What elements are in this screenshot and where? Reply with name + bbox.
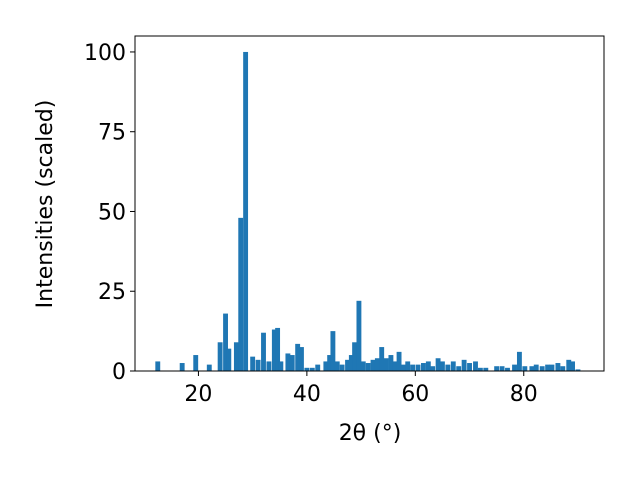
bar xyxy=(266,361,272,371)
bar xyxy=(356,300,362,371)
bar xyxy=(445,364,451,371)
bar xyxy=(522,366,528,371)
bar xyxy=(494,366,500,371)
bar xyxy=(456,366,462,371)
x-tick-label: 60 xyxy=(401,382,429,407)
bar xyxy=(255,359,261,371)
bar xyxy=(483,367,489,371)
bar xyxy=(425,361,431,371)
y-tick-label: 100 xyxy=(84,41,126,66)
y-tick-label: 25 xyxy=(98,280,126,305)
bar xyxy=(233,342,239,371)
bar xyxy=(512,364,517,371)
bar xyxy=(339,364,345,371)
bar xyxy=(410,364,416,371)
bar xyxy=(392,361,398,371)
bar xyxy=(505,367,510,371)
bar xyxy=(345,359,350,371)
bar xyxy=(223,313,228,371)
bar xyxy=(360,361,366,371)
bar xyxy=(545,364,551,371)
bar xyxy=(435,358,441,371)
bar xyxy=(275,327,281,371)
bar xyxy=(400,364,406,371)
bar xyxy=(289,355,295,371)
bar xyxy=(499,366,505,371)
bar xyxy=(570,361,575,371)
bar xyxy=(430,366,436,371)
bar xyxy=(439,361,445,371)
bar xyxy=(179,363,185,371)
y-axis-label: Intensities (scaled) xyxy=(33,100,58,309)
bar xyxy=(330,331,336,371)
bar xyxy=(155,361,161,371)
bar xyxy=(217,342,223,371)
bar xyxy=(243,51,249,371)
bar xyxy=(575,369,581,371)
bar xyxy=(379,347,385,371)
bar xyxy=(396,351,402,371)
bar xyxy=(405,361,411,371)
bar xyxy=(352,342,358,371)
bar xyxy=(533,364,539,371)
bar xyxy=(295,343,301,371)
bar xyxy=(539,366,545,371)
bar xyxy=(334,361,340,371)
bar xyxy=(238,217,244,371)
bar xyxy=(315,364,321,371)
bar xyxy=(477,367,483,371)
bar xyxy=(278,361,284,371)
bar xyxy=(383,358,389,371)
y-tick-label: 75 xyxy=(98,121,126,146)
bar xyxy=(555,363,561,371)
bar xyxy=(285,353,291,371)
bar xyxy=(309,367,315,371)
bar xyxy=(206,364,212,371)
x-tick-label: 80 xyxy=(510,382,538,407)
bar xyxy=(516,351,522,371)
bar xyxy=(529,366,535,371)
bar xyxy=(370,359,376,371)
bar xyxy=(271,329,277,371)
bar xyxy=(549,364,555,371)
bar xyxy=(415,364,421,371)
bar xyxy=(450,361,456,371)
bar xyxy=(560,366,566,371)
bar xyxy=(365,363,371,371)
y-tick-label: 0 xyxy=(112,360,126,385)
bar xyxy=(299,347,304,371)
bar xyxy=(566,359,572,371)
bar xyxy=(473,361,478,371)
x-tick-label: 40 xyxy=(293,382,321,407)
bar xyxy=(461,359,467,371)
bar xyxy=(323,361,329,371)
bar xyxy=(327,355,333,371)
plot-frame xyxy=(134,35,605,372)
bar xyxy=(467,363,472,371)
bar xyxy=(388,355,394,371)
bar xyxy=(250,356,256,371)
y-tick-label: 50 xyxy=(98,200,126,225)
bar xyxy=(421,363,426,371)
bar xyxy=(374,358,380,371)
bar xyxy=(348,355,354,371)
x-tick-label: 20 xyxy=(184,382,212,407)
bar xyxy=(304,367,310,371)
bar xyxy=(226,348,232,371)
bar xyxy=(193,355,199,371)
x-axis-label: 2θ (°) xyxy=(339,421,402,446)
bar xyxy=(261,332,266,371)
